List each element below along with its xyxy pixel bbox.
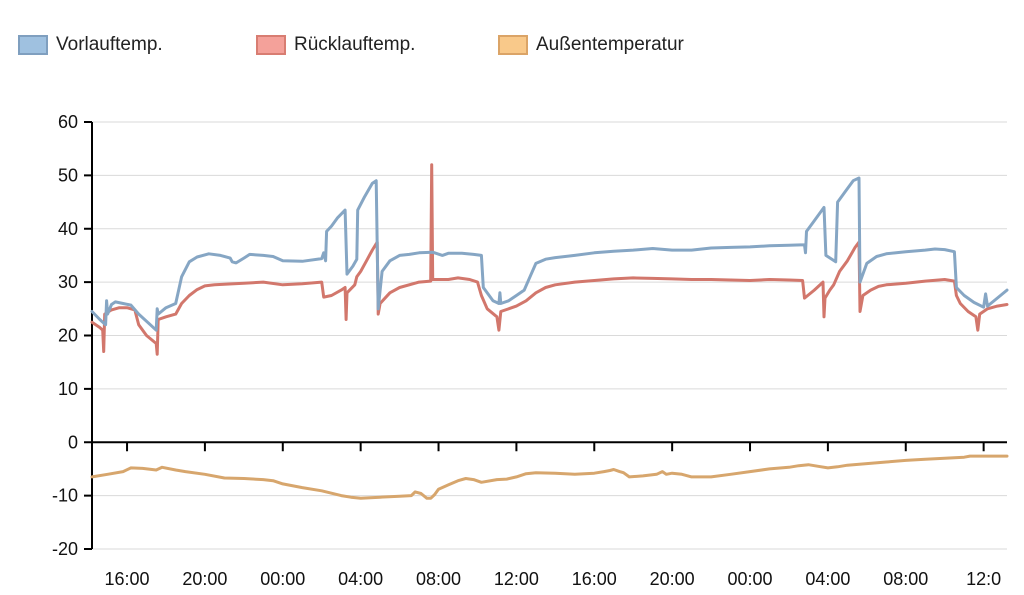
legend-swatch-ruecklauf	[256, 35, 286, 55]
legend-label-vorlauf: Vorlauftemp.	[56, 34, 163, 55]
y-tick-label: 10	[58, 379, 78, 399]
legend-swatch-aussen	[498, 35, 528, 55]
series-line-aussentemperatur	[90, 454, 1009, 500]
legend-swatch-vorlauf	[18, 35, 48, 55]
legend-item-ruecklauf: Rücklauftemp.	[256, 34, 415, 56]
x-tick-label: 12:00	[494, 569, 539, 589]
x-tick-label: 00:00	[260, 569, 305, 589]
legend-label-aussen: Außentemperatur	[536, 34, 684, 55]
legend-item-vorlauf: Vorlauftemp.	[18, 34, 163, 56]
legend-label-ruecklauf: Rücklauftemp.	[294, 34, 416, 55]
x-tick-label: 12:0	[966, 569, 1001, 589]
x-tick-label: 20:00	[650, 569, 695, 589]
y-tick-label: 60	[58, 112, 78, 132]
y-tick-label: 50	[58, 165, 78, 185]
x-tick-label: 00:00	[727, 569, 772, 589]
x-tick-label: 20:00	[182, 569, 227, 589]
y-tick-label: -10	[52, 486, 78, 506]
series-line-ruecklauftemp	[90, 163, 1009, 356]
x-tick-label: 04:00	[805, 569, 850, 589]
x-tick-label: 08:00	[883, 569, 928, 589]
y-tick-label: 30	[58, 272, 78, 292]
x-tick-label: 08:00	[416, 569, 461, 589]
y-tick-label: 40	[58, 219, 78, 239]
legend-item-aussen: Außentemperatur	[498, 34, 684, 56]
x-tick-label: 16:00	[572, 569, 617, 589]
y-tick-label: -20	[52, 539, 78, 559]
x-tick-label: 04:00	[338, 569, 383, 589]
y-tick-label: 20	[58, 326, 78, 346]
y-tick-label: 0	[68, 432, 78, 452]
series-line-vorlauftemp	[90, 176, 1009, 332]
x-tick-label: 16:00	[105, 569, 150, 589]
